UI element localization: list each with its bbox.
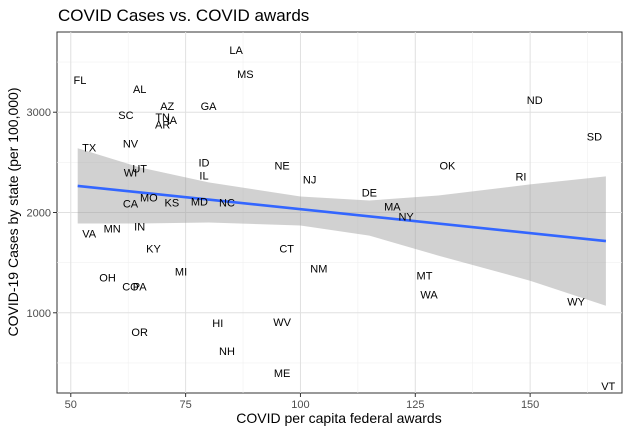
point-label-md: MD [191, 196, 208, 208]
point-label-mn: MN [104, 224, 121, 236]
point-label-ok: OK [439, 160, 456, 172]
point-label-ny: NY [398, 212, 414, 224]
point-label-il: IL [199, 170, 208, 182]
y-tick-label: 3000 [27, 107, 51, 119]
x-axis-label: COVID per capita federal awards [236, 410, 441, 426]
point-label-nc: NC [219, 197, 235, 209]
point-label-nd: ND [527, 95, 543, 107]
y-axis-ticks: 1000 2000 3000 [27, 107, 57, 320]
point-label-ne: NE [274, 160, 289, 172]
point-label-ut: UT [132, 163, 147, 175]
point-label-vt: VT [601, 381, 615, 393]
point-label-wv: WV [273, 317, 291, 329]
point-label-la: LA [229, 45, 243, 57]
point-label-nm: NM [310, 264, 327, 276]
point-label-ks: KS [164, 197, 179, 209]
x-tick-label: 150 [521, 399, 539, 411]
confidence-ribbon-group [77, 148, 606, 306]
point-label-sc: SC [118, 110, 133, 122]
point-label-de: DE [362, 187, 377, 199]
point-label-fl: FL [74, 75, 87, 87]
point-label-id: ID [198, 157, 209, 169]
point-label-mo: MO [140, 192, 158, 204]
point-label-mt: MT [417, 271, 433, 283]
point-label-nj: NJ [303, 174, 316, 186]
point-label-tn: TN [155, 112, 170, 124]
point-label-in: IN [134, 222, 145, 234]
point-label-me: ME [274, 368, 291, 380]
x-tick-label: 75 [179, 399, 191, 411]
point-label-mi: MI [175, 267, 187, 279]
point-label-or: OR [131, 327, 148, 339]
chart-title: COVID Cases vs. COVID awards [58, 6, 309, 25]
point-label-ca: CA [123, 198, 139, 210]
x-axis-ticks: 50 75 100 125 150 [65, 393, 539, 411]
point-label-ia: IA [167, 115, 178, 127]
point-label-ms: MS [237, 69, 254, 81]
point-label-ma: MA [384, 201, 401, 213]
point-label-wa: WA [420, 290, 438, 302]
point-label-sd: SD [587, 131, 602, 143]
regression-line [77, 184, 607, 243]
point-label-wi: WI [124, 167, 137, 179]
point-label-ga: GA [201, 101, 218, 113]
point-label-va: VA [82, 229, 97, 241]
point-label-nv: NV [123, 138, 139, 150]
grid-lines [57, 32, 622, 393]
point-label-ar: AR [155, 119, 170, 131]
point-label-ky: KY [146, 244, 161, 256]
point-label-al: AL [133, 84, 146, 96]
y-axis-label: COVID-19 Cases by state (per 100,000) [5, 87, 21, 336]
x-tick-label: 50 [65, 399, 77, 411]
y-tick-label: 1000 [27, 308, 51, 320]
point-label-tx: TX [82, 142, 97, 154]
point-label-co: CO [122, 282, 139, 294]
point-label-pa: PA [133, 282, 148, 294]
point-label-ri: RI [515, 171, 526, 183]
point-label-az: AZ [160, 101, 174, 113]
point-label-hi: HI [212, 318, 223, 330]
point-label-nh: NH [219, 346, 235, 358]
point-label-wy: WY [567, 297, 585, 309]
point-label-ct: CT [279, 244, 294, 256]
y-tick-label: 2000 [27, 208, 51, 220]
regression-line-group [77, 184, 607, 243]
confidence-ribbon [77, 148, 606, 306]
x-tick-label: 100 [291, 399, 309, 411]
x-tick-label: 125 [406, 399, 424, 411]
point-label-oh: OH [99, 273, 116, 285]
